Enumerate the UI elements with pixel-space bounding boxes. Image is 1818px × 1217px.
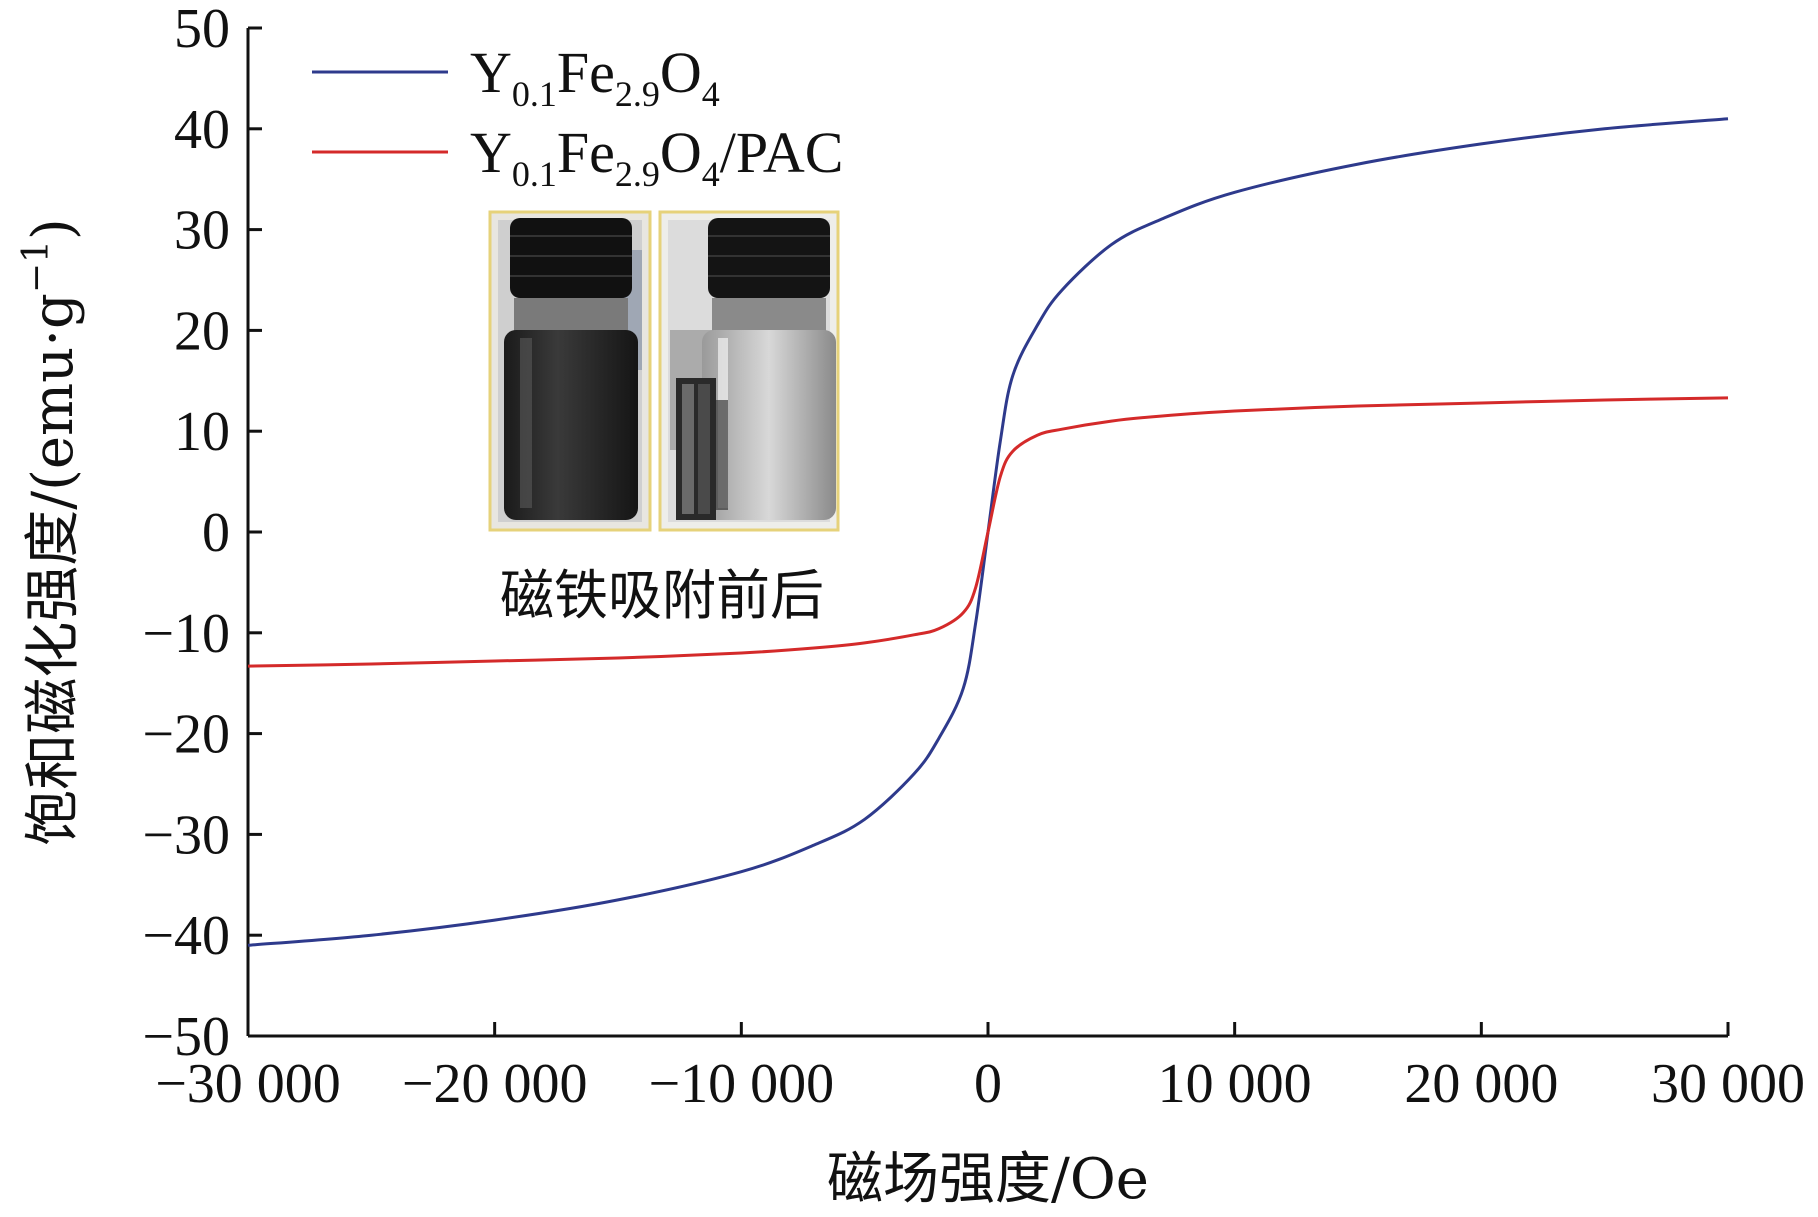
y-tick-label: −20 xyxy=(142,704,230,766)
series-layer xyxy=(247,117,1729,947)
y-tick-label: −40 xyxy=(142,905,230,967)
x-tick-label: 10 000 xyxy=(1158,1053,1312,1115)
x-tick-label: −30 000 xyxy=(155,1053,341,1115)
y-tick-label: −30 xyxy=(142,804,230,866)
y-tick-label: −50 xyxy=(142,1006,230,1068)
magnet xyxy=(676,378,728,520)
bottle-dark xyxy=(504,218,638,520)
photo-after-magnet xyxy=(658,210,840,532)
x-tick-label: 30 000 xyxy=(1651,1053,1805,1115)
legend-label-series-1: Y0.1Fe2.9O4 xyxy=(470,40,720,114)
legend: Y0.1Fe2.9O4 Y0.1Fe2.9O4/PAC xyxy=(312,40,843,194)
x-tick-label: −10 000 xyxy=(649,1053,835,1115)
y-axis-title: 饱和磁化强度/(emu·g−1) xyxy=(16,218,86,846)
photo-before-magnet xyxy=(488,210,652,532)
y-tick-label: 50 xyxy=(174,0,230,60)
y-tick-label: 20 xyxy=(174,300,230,362)
y-tick-label: 10 xyxy=(174,401,230,463)
x-ticks: −30 000 −20 000 −10 000 0 10 000 20 000 30 000 xyxy=(155,1022,1805,1115)
inset-caption: 磁铁吸附前后 xyxy=(500,564,824,627)
legend-label-series-2: Y0.1Fe2.9O4/PAC xyxy=(470,120,843,194)
x-tick-label: −20 000 xyxy=(402,1053,588,1115)
y-tick-label: 30 xyxy=(174,200,230,262)
series-line-2 xyxy=(247,396,1729,668)
x-tick-label: 20 000 xyxy=(1404,1053,1558,1115)
x-axis-title: 磁场强度/Oe xyxy=(827,1147,1149,1212)
x-tick-label: 0 xyxy=(974,1053,1002,1115)
y-tick-label: 40 xyxy=(174,99,230,161)
y-tick-label: −10 xyxy=(142,603,230,665)
inset-photos: 磁铁吸附前后 xyxy=(488,210,840,627)
y-tick-label: 0 xyxy=(202,502,230,564)
y-ticks: 50 40 30 20 10 0 −10 −20 −30 −40 −50 xyxy=(142,0,262,1068)
